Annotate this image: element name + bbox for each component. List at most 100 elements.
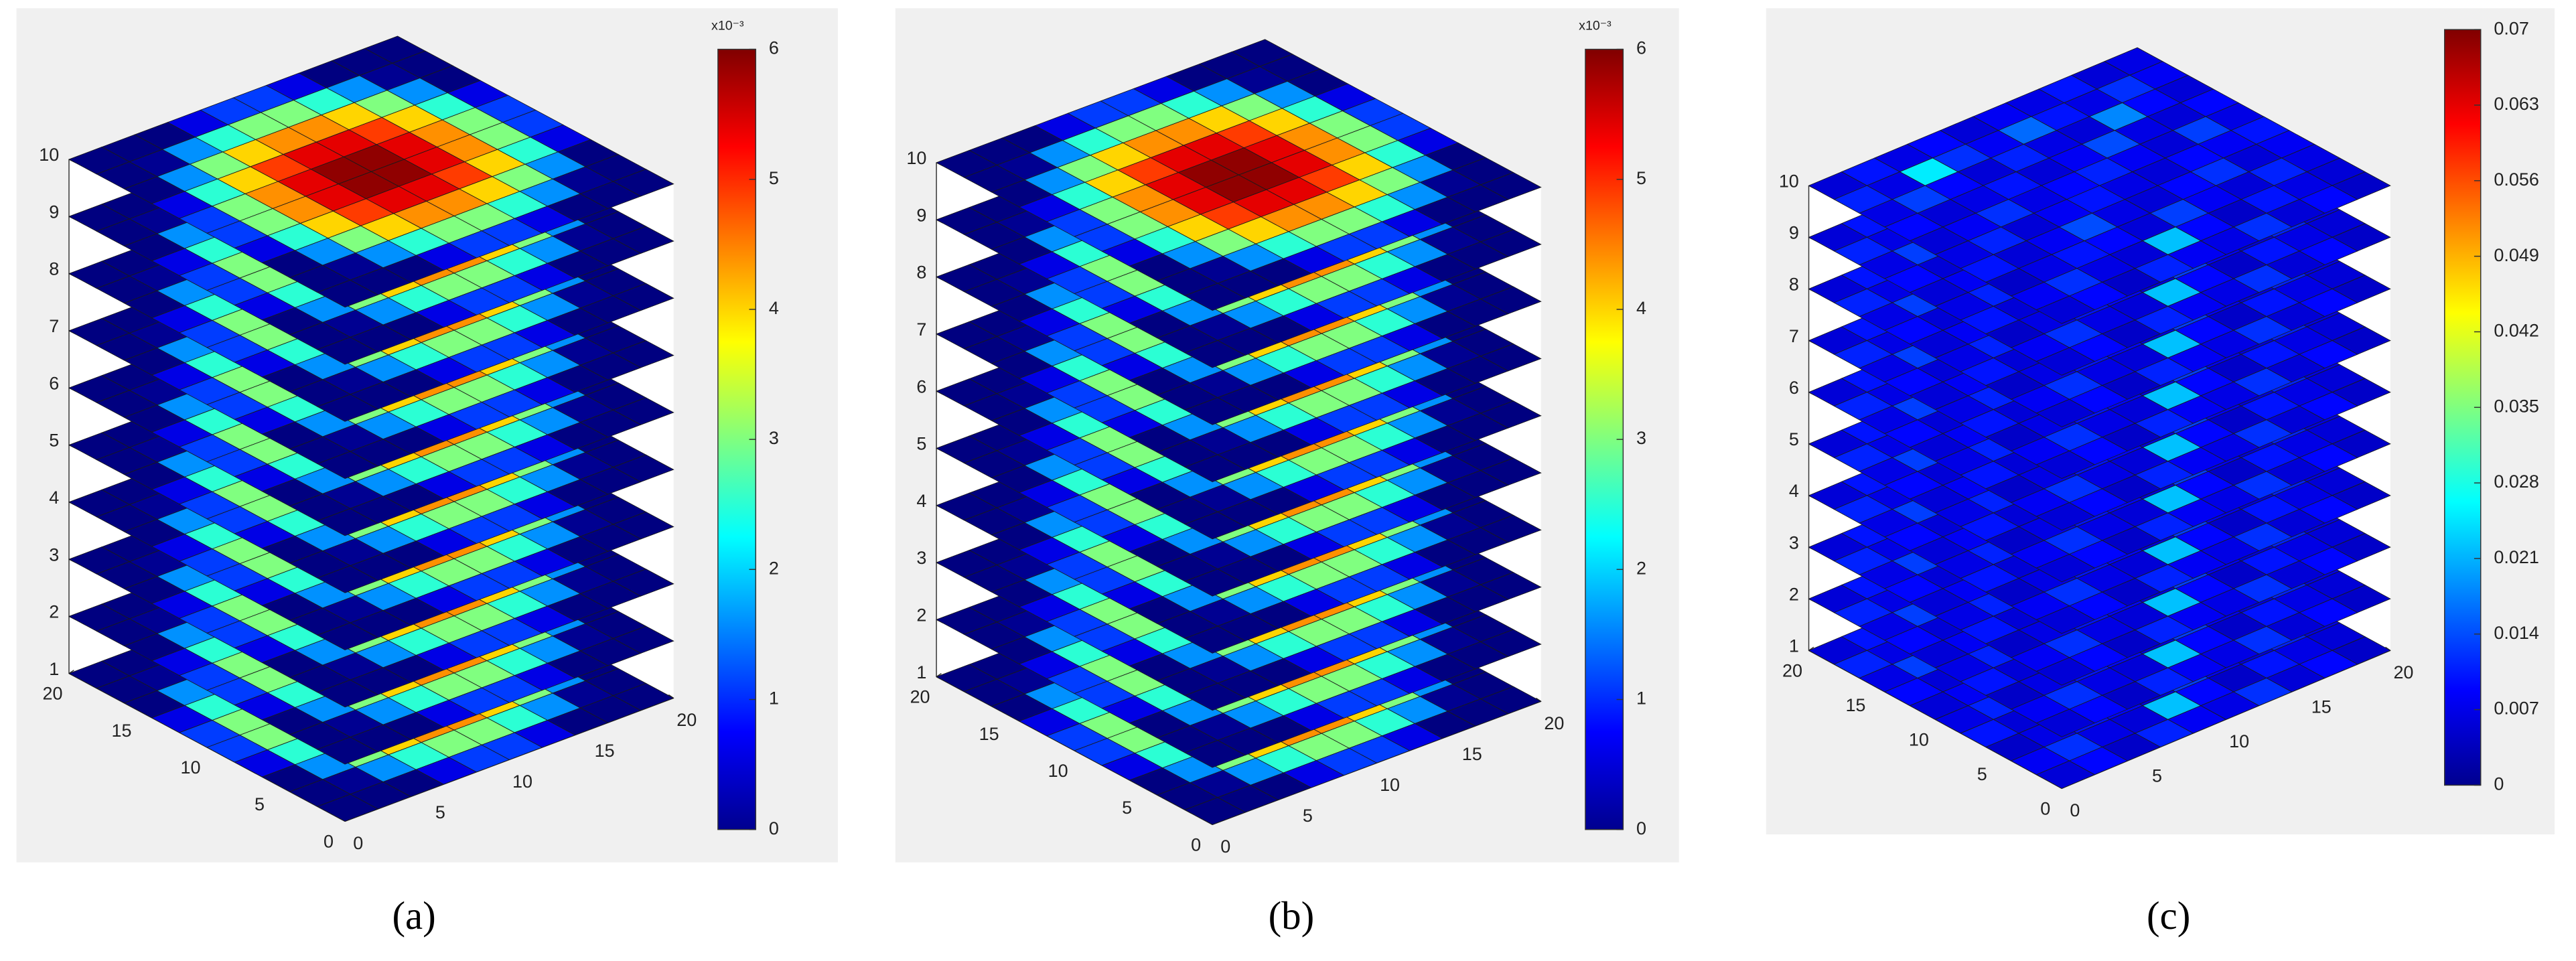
y-tick-label: 0 bbox=[1191, 834, 1201, 855]
cell bbox=[316, 279, 379, 308]
cell bbox=[2035, 657, 2096, 686]
y-tick-label: 5 bbox=[1977, 764, 1987, 784]
z-tick-label: 5 bbox=[916, 434, 926, 454]
y-tick-label: 5 bbox=[1122, 798, 1132, 818]
x-tick-label: 15 bbox=[1462, 744, 1482, 764]
panel-label: (c) bbox=[2147, 894, 2190, 938]
slice bbox=[936, 39, 1542, 311]
x-tick-label: 20 bbox=[1544, 713, 1564, 733]
z-tick-label: 4 bbox=[1789, 481, 1799, 501]
x-tick-label: 10 bbox=[512, 771, 532, 792]
cell bbox=[316, 508, 379, 536]
cell bbox=[1184, 569, 1246, 597]
cell bbox=[2035, 709, 2096, 737]
cell bbox=[2035, 554, 2096, 583]
colorbar-tick-label: 0 bbox=[1636, 818, 1646, 838]
z-tick-label: 3 bbox=[1789, 532, 1799, 552]
cell bbox=[1184, 625, 1246, 654]
y-tick-label: 0 bbox=[2040, 798, 2050, 818]
cell bbox=[1184, 454, 1246, 482]
cell bbox=[2035, 398, 2096, 427]
z-tick-label: 7 bbox=[49, 316, 59, 336]
x-tick-label: 20 bbox=[676, 710, 697, 730]
colorbar-tick-label: 5 bbox=[1636, 168, 1646, 188]
z-tick-label: 3 bbox=[49, 544, 59, 565]
colorbar-tick-label: 0.028 bbox=[2494, 471, 2539, 492]
colorbar-tick-label: 0.056 bbox=[2494, 169, 2539, 190]
y-tick-label: 10 bbox=[181, 757, 201, 778]
z-tick-label: 3 bbox=[916, 548, 926, 568]
colorbar-tick-label: 4 bbox=[769, 298, 779, 318]
cell bbox=[1184, 340, 1246, 368]
y-tick-label: 10 bbox=[1909, 729, 1929, 749]
x-tick-label: 5 bbox=[2152, 765, 2162, 786]
y-tick-label: 5 bbox=[255, 794, 265, 814]
colorbar-tick-label: 0.042 bbox=[2494, 321, 2539, 341]
colorbar-tick-label: 3 bbox=[769, 428, 779, 448]
z-tick-label: 2 bbox=[49, 602, 59, 622]
cell bbox=[2035, 347, 2096, 376]
z-tick-label: 4 bbox=[49, 488, 59, 508]
colorbar-tick-label: 1 bbox=[769, 688, 779, 709]
cell bbox=[1184, 740, 1246, 768]
colorbar-tick-label: 0.021 bbox=[2494, 547, 2539, 567]
cell bbox=[2035, 605, 2096, 634]
z-tick-label: 7 bbox=[1789, 326, 1799, 346]
z-tick-label: 10 bbox=[1779, 171, 1799, 191]
x-tick-label: 20 bbox=[2393, 662, 2413, 682]
cell bbox=[1184, 283, 1246, 311]
panel: 1 2 3 4 5 6 7 8 9 10 0 5 10 15 20 0 5 10 15 20 0 1 2 3 4 5 6 x10⁻³ (… bbox=[895, 8, 1679, 938]
z-tick-label: 10 bbox=[906, 148, 926, 168]
colorbar-tick-label: 0.063 bbox=[2494, 94, 2539, 114]
z-tick-label: 1 bbox=[49, 659, 59, 679]
x-tick-label: 5 bbox=[1303, 806, 1313, 826]
slice bbox=[68, 35, 674, 308]
colorbar-tick-label: 5 bbox=[769, 168, 779, 188]
colorbar bbox=[2444, 29, 2482, 786]
colorbar-tick-label: 1 bbox=[1636, 688, 1646, 709]
cell bbox=[316, 622, 379, 650]
z-tick-label: 6 bbox=[916, 376, 926, 396]
z-tick-label: 5 bbox=[49, 431, 59, 451]
colorbar-tick-label: 4 bbox=[1636, 298, 1646, 318]
figure-body: 1234567891005101520051015200123456x10⁻³(… bbox=[16, 8, 2555, 938]
y-tick-label: 15 bbox=[112, 721, 132, 741]
x-tick-label: 0 bbox=[1220, 836, 1230, 857]
cell bbox=[1184, 397, 1246, 425]
z-tick-label: 5 bbox=[1789, 429, 1799, 449]
cell bbox=[316, 394, 379, 422]
colorbar-tick-label: 6 bbox=[769, 38, 779, 58]
y-tick-label: 15 bbox=[1845, 695, 1865, 715]
colorbar-tick-label: 3 bbox=[1636, 428, 1646, 448]
cell bbox=[2035, 450, 2096, 479]
y-tick-label: 0 bbox=[324, 831, 334, 851]
z-tick-label: 8 bbox=[49, 259, 59, 279]
cell bbox=[316, 737, 379, 765]
z-tick-label: 2 bbox=[1789, 584, 1799, 604]
colorbar-tick-label: 0.014 bbox=[2494, 623, 2539, 643]
colorbar-tick-label: 0 bbox=[769, 818, 779, 838]
cell bbox=[1184, 797, 1246, 825]
cell bbox=[2035, 760, 2096, 789]
cell bbox=[2035, 502, 2096, 531]
colorbar-tick-label: 2 bbox=[1636, 558, 1646, 578]
panel-label: (a) bbox=[392, 894, 435, 938]
colorbar-multiplier: x10⁻³ bbox=[1579, 18, 1612, 33]
cell bbox=[2035, 295, 2096, 324]
colorbar-tick-label: 0.07 bbox=[2494, 18, 2529, 38]
colorbar-tick-label: 0.049 bbox=[2494, 245, 2539, 265]
x-tick-label: 0 bbox=[2070, 800, 2080, 820]
panel: 1 2 3 4 5 6 7 8 9 10 0 5 10 15 20 0 5 10 15 20 0 0.007 0.014 0.… bbox=[1766, 8, 2555, 938]
z-tick-label: 8 bbox=[1789, 275, 1799, 295]
z-tick-label: 6 bbox=[1789, 378, 1799, 398]
z-tick-label: 1 bbox=[916, 662, 926, 682]
cell bbox=[1184, 511, 1246, 540]
z-tick-label: 9 bbox=[1789, 223, 1799, 243]
y-tick-label: 20 bbox=[42, 684, 62, 704]
cell bbox=[316, 794, 379, 822]
x-tick-label: 10 bbox=[2229, 731, 2249, 751]
slice bbox=[1808, 47, 2391, 324]
x-tick-label: 15 bbox=[2311, 696, 2332, 717]
colorbar-multiplier: x10⁻³ bbox=[711, 18, 744, 33]
